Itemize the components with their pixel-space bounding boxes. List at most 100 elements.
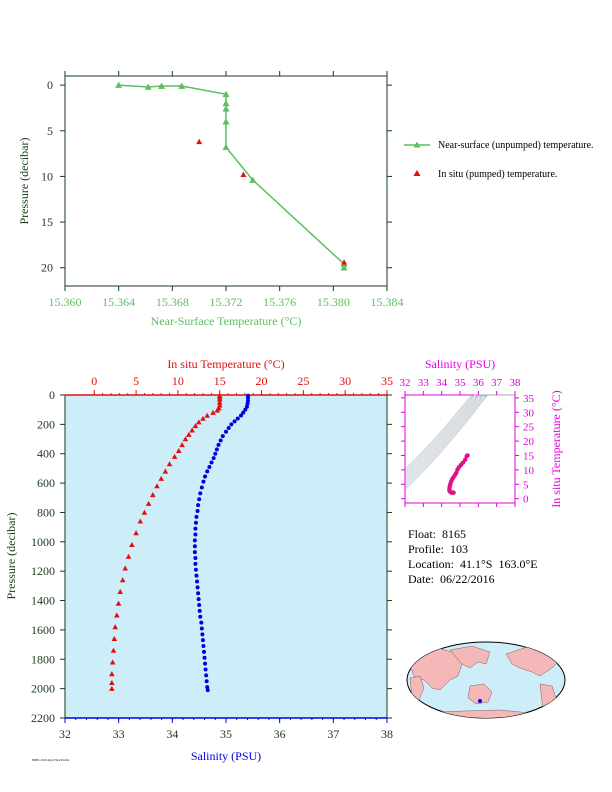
- salinity-point: [202, 655, 207, 660]
- salinity-axis-label: Salinity (PSU): [191, 749, 261, 763]
- temperature-tick-label: 30: [339, 374, 351, 388]
- temperature-point: [196, 419, 202, 425]
- salinity-point: [195, 579, 200, 584]
- near-surface-point: [340, 264, 348, 271]
- temperature-point: [141, 509, 148, 515]
- pressure-tick-label: 400: [37, 447, 55, 461]
- salinity-point: [200, 632, 205, 637]
- ts-x-ticks: 32 33 34 35 36 37 38: [400, 377, 522, 507]
- ts-series: [447, 453, 470, 495]
- temperature-point: [110, 647, 117, 653]
- top-x-axis-label: Near-Surface Temperature (°C): [151, 314, 302, 328]
- temperature-point: [158, 475, 164, 481]
- profile-series: [109, 392, 251, 693]
- salinity-point: [193, 561, 198, 566]
- salinity-point: [243, 407, 248, 412]
- salinity-point: [197, 602, 202, 607]
- profile-pressure-ticks: 0 200 400 600 800 1000 1200 1400 1600 1800 2000 220…: [31, 388, 392, 725]
- salinity-point: [192, 538, 197, 543]
- pressure-tick-label: 0: [49, 388, 55, 402]
- ts-y-axis-label: In situ Temperature (°C): [549, 390, 563, 507]
- salinity-point: [193, 520, 198, 525]
- salinity-point: [211, 456, 216, 461]
- near-surface-point: [249, 176, 257, 183]
- top-x-tick-label: 15.364: [102, 295, 135, 309]
- salinity-point: [224, 429, 228, 434]
- legend-insitu-marker: [413, 170, 421, 176]
- ts-y-tick-label: 10: [523, 465, 535, 477]
- top-y-tick-label: 5: [47, 124, 53, 138]
- salinity-point: [220, 434, 225, 439]
- temperature-point: [216, 399, 223, 405]
- salinity-point: [241, 410, 246, 415]
- top-y-tick-label: 0: [47, 78, 53, 92]
- salinity-point: [194, 573, 199, 578]
- temperature-point: [114, 612, 120, 618]
- temperature-point: [122, 565, 129, 571]
- temperature-point: [214, 407, 221, 413]
- salinity-point: [244, 404, 249, 409]
- near-surface-point: [222, 90, 230, 98]
- temperature-point: [109, 685, 115, 691]
- salinity-point: [196, 591, 201, 596]
- temperature-tick-label: 20: [256, 374, 268, 388]
- temperature-axis-label: In situ Temperature (°C): [167, 357, 284, 371]
- date: Date: 06/22/2016: [408, 572, 495, 586]
- map-australia: [467, 683, 493, 705]
- salinity-tick-label: 35: [220, 727, 232, 741]
- insitu-point: [240, 171, 247, 178]
- ts-point: [464, 454, 469, 459]
- ts-x-tick-label: 37: [491, 377, 503, 389]
- temperature-point: [182, 436, 189, 442]
- salinity-tick-label: 36: [274, 727, 286, 741]
- ts-x-tick-label: 33: [418, 377, 430, 389]
- temperature-point: [200, 415, 206, 421]
- salinity-point: [204, 679, 209, 684]
- legend-insitu-label: In situ (pumped) temperature.: [438, 169, 557, 180]
- ts-y-tick-label: 35: [523, 393, 535, 405]
- salinity-point: [203, 667, 208, 672]
- near-surface-point: [222, 99, 230, 107]
- temperature-tick-label: 35: [381, 374, 393, 388]
- pressure-tick-label: 2000: [31, 682, 55, 696]
- salinity-point: [195, 585, 200, 590]
- top-x-ticks: 15.360 15.364 15.368 15.372 15.376 15.380 15.3…: [49, 71, 404, 309]
- near-surface-point: [222, 143, 230, 151]
- temperature-point: [216, 402, 223, 408]
- temperature-tick-label: 10: [172, 374, 184, 388]
- top-x-tick-label: 15.372: [210, 295, 243, 309]
- stamp: PMEL 2016 Argo Float Profile: [32, 758, 70, 762]
- temperature-point: [117, 588, 123, 594]
- top-x-tick-label: 15.384: [371, 295, 404, 309]
- salinity-point: [203, 474, 208, 479]
- salinity-point: [201, 479, 206, 484]
- salinity-point: [226, 426, 231, 431]
- ts-plot-frame: [404, 394, 516, 504]
- salinity-point: [204, 673, 209, 678]
- salinity-point: [207, 464, 212, 469]
- salinity-point: [199, 485, 204, 490]
- top-x-tick-label: 15.360: [49, 295, 82, 309]
- ts-x-tick-label: 38: [510, 377, 522, 389]
- float-location-marker: [478, 699, 482, 703]
- salinity-point: [192, 544, 197, 549]
- ts-y-tick-label: 5: [523, 479, 529, 491]
- ts-y-tick-label: 20: [523, 436, 535, 448]
- ts-x-axis-label: Salinity (PSU): [425, 357, 495, 371]
- salinity-point: [194, 514, 199, 519]
- near-surface-point: [158, 82, 166, 89]
- temperature-point: [166, 461, 173, 467]
- temperature-point: [154, 483, 160, 489]
- legend-near-surface-marker: [413, 141, 421, 148]
- ts-y-tick-label: 30: [523, 407, 535, 419]
- top-y-ticks: 0 5 10 15 20: [41, 78, 392, 275]
- salinity-point: [203, 661, 208, 666]
- ts-y-tick-label: 25: [523, 422, 535, 434]
- salinity-point: [235, 416, 240, 421]
- temperature-point: [179, 442, 185, 448]
- top-y-axis-label: Pressure (decibar): [17, 138, 31, 225]
- pressure-tick-label: 2200: [31, 711, 55, 725]
- float-info: Float: 8165 Profile: 103 Location: 41.1°…: [408, 527, 538, 587]
- pressure-tick-label: 800: [37, 505, 55, 519]
